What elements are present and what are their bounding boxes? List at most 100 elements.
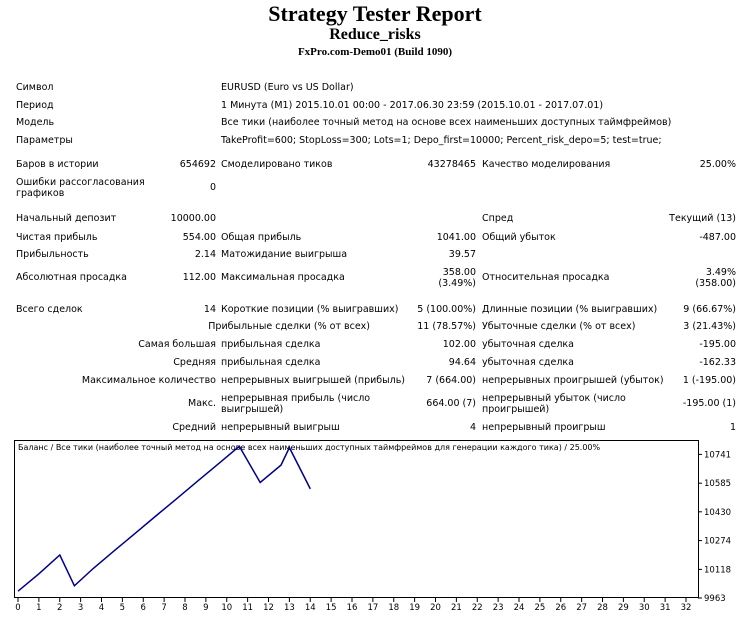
- gross-profit-label: Общая прибыль: [221, 232, 302, 243]
- model-value: Все тики (наиболее точный метод на основ…: [221, 117, 672, 128]
- ticks-value: 43278465: [427, 159, 476, 170]
- profit-factor-value: 2.14: [194, 249, 216, 260]
- x-tick-label: 24: [514, 603, 525, 613]
- max-cons-profit-label: непрерывная прибыль (число выигрышей): [221, 393, 371, 415]
- x-tick-label: 16: [347, 603, 358, 613]
- x-tick-label: 8: [182, 603, 187, 613]
- report-title: Strategy Tester Report: [268, 1, 482, 26]
- avg-cons-losses-label: непрерывный проигрыш: [482, 422, 606, 433]
- profit-trades-value: 11 (78.57%): [417, 321, 476, 332]
- rel-drawdown-label: Относительная просадка: [482, 272, 610, 283]
- x-tick-label: 19: [409, 603, 420, 613]
- mismatch-label: Ошибки рассогласования графиков: [16, 177, 145, 199]
- y-axis: 9963 10118 10274 10430 10585 10741: [698, 450, 731, 604]
- short-positions-value: 5 (100.00%): [417, 304, 476, 315]
- x-tick-label: 29: [618, 603, 629, 613]
- avg-label: Средний: [172, 422, 216, 433]
- x-tick-label: 11: [242, 603, 253, 613]
- x-tick-label: 25: [534, 603, 545, 613]
- max-cons-losses-label: непрерывных проигрышей (убыток): [482, 375, 664, 386]
- total-trades-label: Всего сделок: [16, 304, 83, 315]
- gross-loss-value: -487.00: [699, 232, 736, 243]
- x-tick-label: 14: [305, 603, 316, 613]
- x-tick-label: 17: [367, 603, 378, 613]
- avg-cons-wins-label: непрерывный выигрыш: [221, 422, 340, 433]
- x-tick-label: 9: [203, 603, 208, 613]
- params-label: Параметры: [16, 135, 73, 146]
- chart-title: Баланс / Все тики (наиболее точный метод…: [18, 443, 601, 452]
- balance-chart: Баланс / Все тики (наиболее точный метод…: [14, 440, 731, 613]
- net-profit-label: Чистая прибыль: [16, 232, 98, 243]
- max-cons-wins-value: 7 (664.00): [426, 375, 476, 386]
- symbol-value: EURUSD (Euro vs US Dollar): [221, 82, 354, 93]
- long-positions-value: 9 (66.67%): [683, 304, 736, 315]
- balance-series-line: [17, 445, 311, 592]
- loss-trades-label: Убыточные сделки (% от всех): [482, 321, 636, 332]
- max-cons-wins-label: непрерывных выигрышей (прибыль): [221, 375, 406, 386]
- x-tick-label: 2: [57, 603, 62, 613]
- average-profit-value: 94.64: [448, 357, 476, 368]
- x-tick-label: 27: [576, 603, 587, 613]
- x-tick-label: 4: [99, 603, 104, 613]
- y-tick-label: 9963: [704, 594, 726, 604]
- y-tick-label: 10585: [704, 479, 731, 489]
- abs-drawdown-value: 112.00: [182, 272, 216, 283]
- y-tick-label: 10118: [704, 565, 731, 575]
- x-tick-label: 22: [472, 603, 483, 613]
- avg-cons-wins-value: 4: [469, 422, 476, 433]
- net-profit-value: 554.00: [182, 232, 216, 243]
- spread-label: Спред: [482, 213, 514, 224]
- report-server: FxPro.com-Demo01 (Build 1090): [297, 46, 453, 58]
- max-drawdown-percent: (3.49%): [438, 278, 476, 289]
- rel-drawdown-value: 3.49%: [705, 267, 736, 278]
- bars-value: 654692: [179, 159, 216, 170]
- expected-payoff-label: Матожидание выигрыша: [221, 249, 348, 260]
- x-tick-label: 3: [78, 603, 83, 613]
- x-tick-label: 18: [388, 603, 399, 613]
- largest-loss-value: -195.00: [699, 339, 736, 350]
- modeling-label: Качество моделирования: [482, 159, 611, 170]
- expected-payoff-value: 39.57: [448, 249, 476, 260]
- modeling-value: 25.00%: [699, 159, 736, 170]
- gross-loss-label: Общий убыток: [482, 232, 556, 243]
- average-loss-label: убыточная сделка: [482, 357, 574, 368]
- y-tick-label: 10274: [704, 537, 731, 547]
- x-tick-label: 20: [430, 603, 441, 613]
- x-tick-label: 32: [681, 603, 692, 613]
- report-subtitle: Reduce_risks: [329, 26, 421, 43]
- x-tick-label: 1: [36, 603, 41, 613]
- largest-label: Самая большая: [138, 339, 216, 350]
- x-tick-label: 26: [555, 603, 566, 613]
- largest-profit-value: 102.00: [442, 339, 476, 350]
- symbol-label: Символ: [16, 82, 54, 93]
- profit-factor-label: Прибыльность: [16, 249, 89, 260]
- rel-drawdown-amount: (358.00): [695, 278, 736, 289]
- x-tick-label: 28: [597, 603, 608, 613]
- y-tick-label: 10430: [704, 508, 731, 518]
- x-tick-label: 21: [451, 603, 462, 613]
- model-label: Модель: [16, 117, 55, 128]
- x-tick-label: 31: [660, 603, 671, 613]
- x-tick-label: 6: [141, 603, 146, 613]
- max-cons-loss-label: непрерывный убыток (число проигрышей): [482, 393, 626, 415]
- max-count-label: Максимальное количество: [81, 375, 216, 386]
- profit-trades-label: Прибыльные сделки (% от всех): [208, 321, 370, 332]
- max-cons-loss-value: -195.00 (1): [682, 398, 736, 409]
- x-tick-label: 13: [284, 603, 295, 613]
- x-tick-label: 30: [639, 603, 650, 613]
- period-value: 1 Минута (M1) 2015.10.01 00:00 - 2017.06…: [221, 100, 604, 111]
- abs-drawdown-label: Абсолютная просадка: [16, 272, 127, 283]
- max-cons-losses-value: 1 (-195.00): [682, 375, 736, 386]
- largest-profit-label: прибыльная сделка: [221, 339, 321, 350]
- y-tick-label: 10741: [704, 450, 731, 460]
- largest-loss-label: убыточная сделка: [482, 339, 574, 350]
- total-trades-value: 14: [203, 304, 216, 315]
- x-tick-label: 5: [120, 603, 125, 613]
- max-label: Макс.: [188, 398, 216, 409]
- x-tick-label: 15: [326, 603, 337, 613]
- spread-value: Текущий (13): [669, 213, 736, 224]
- max-drawdown-label: Максимальная просадка: [221, 272, 345, 283]
- x-tick-label: 7: [161, 603, 166, 613]
- bars-label: Баров в истории: [16, 159, 99, 170]
- average-label: Средняя: [173, 357, 216, 368]
